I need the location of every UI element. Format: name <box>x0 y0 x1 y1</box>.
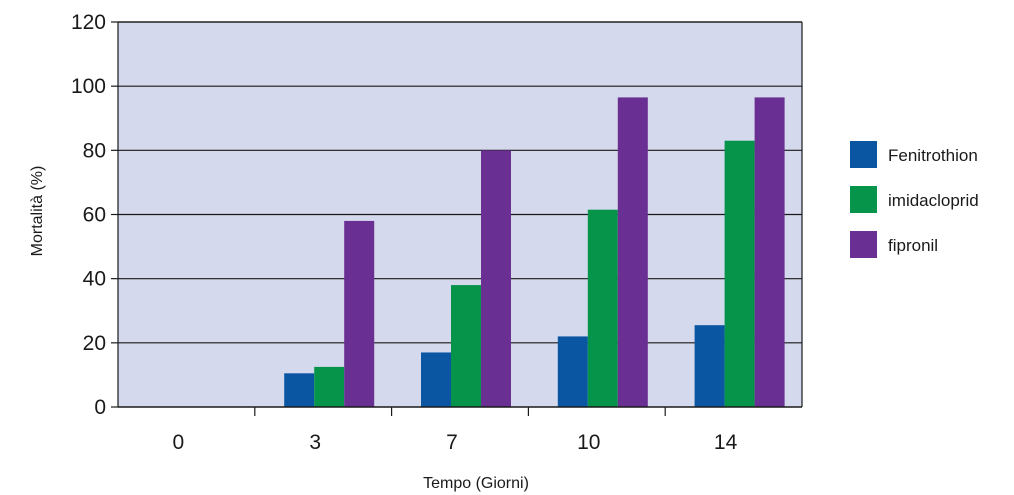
y-tick-label: 80 <box>83 139 106 162</box>
x-tick-label: 0 <box>173 431 185 454</box>
y-tick-label: 40 <box>83 268 106 291</box>
legend-swatch-fenitrothion <box>850 141 877 168</box>
axes <box>117 21 803 416</box>
bar-fipronil-7 <box>481 150 511 408</box>
legend-label-imidacloprid: imidacloprid <box>888 191 979 210</box>
x-tick-label: 7 <box>446 431 458 454</box>
bar-fipronil-3 <box>344 220 375 407</box>
bar-fenitrothion-3 <box>284 373 315 407</box>
y-tick-label: 60 <box>83 204 106 227</box>
x-tick-label: 14 <box>714 431 738 454</box>
legend-swatch-imidacloprid <box>850 186 877 213</box>
bar-fenitrothion-10 <box>557 336 588 407</box>
x-axis-title: Tempo (Giorni) <box>423 475 529 492</box>
y-tick-labels: 0 20 40 60 80 100 120 <box>71 11 106 419</box>
legend-label-fipronil: fipronil <box>888 236 938 255</box>
bar-imidacloprid-3 <box>314 366 345 407</box>
x-tick-label: 3 <box>309 431 321 454</box>
bars <box>284 97 785 408</box>
legend: Fenitrothion imidacloprid fipronil <box>850 141 979 258</box>
legend-swatch-fipronil <box>850 231 877 258</box>
x-tick-labels: 0 3 7 10 14 <box>173 431 738 454</box>
bar-imidacloprid-7 <box>451 285 481 407</box>
x-tick-label: 10 <box>577 431 600 454</box>
legend-label-fenitrothion: Fenitrothion <box>888 146 978 165</box>
bar-fipronil-14 <box>754 97 785 407</box>
y-axis-title: Mortalità (%) <box>29 166 46 257</box>
y-tick-label: 100 <box>71 75 106 98</box>
bar-fipronil-10 <box>617 97 648 407</box>
y-tick-label: 120 <box>71 11 106 34</box>
y-tick-label: 0 <box>94 396 106 419</box>
bar-imidacloprid-10 <box>587 209 618 407</box>
y-tick-label: 20 <box>83 332 106 355</box>
bar-imidacloprid-14 <box>724 140 755 408</box>
bar-fenitrothion-7 <box>421 352 451 407</box>
bar-fenitrothion-14 <box>694 325 725 407</box>
